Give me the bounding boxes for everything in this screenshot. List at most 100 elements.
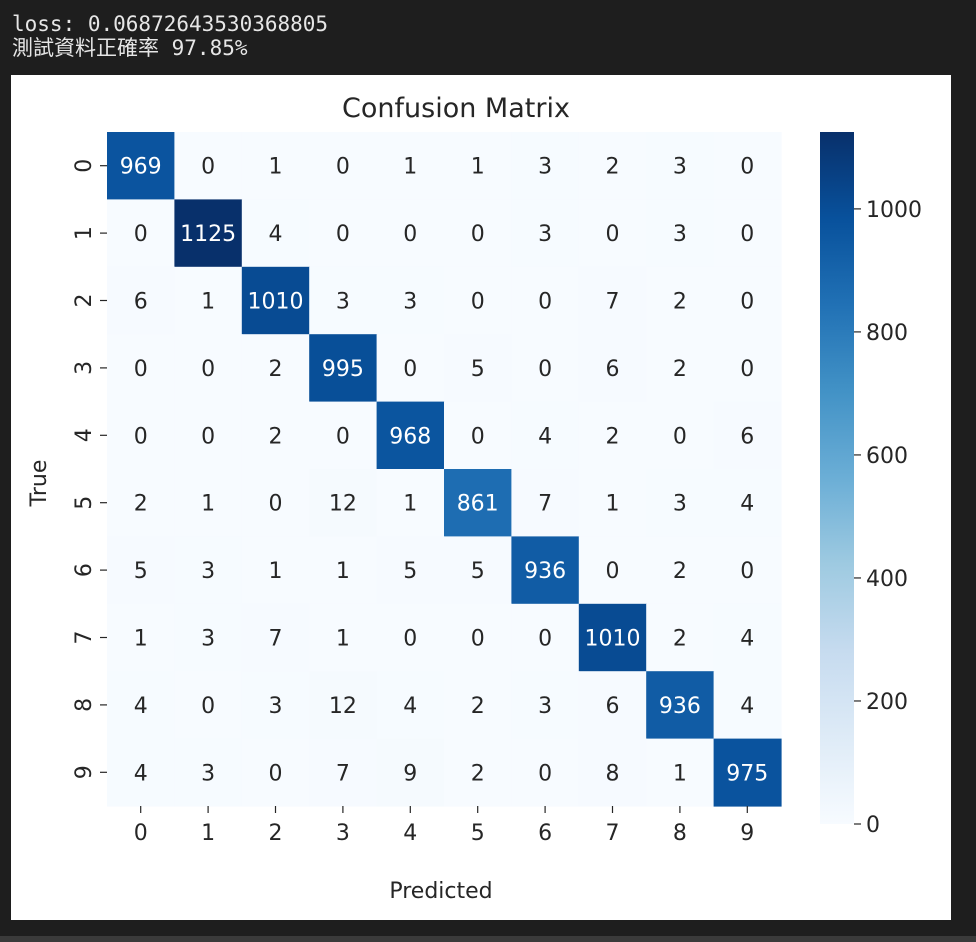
heatmap-cell-5-8 [646, 469, 715, 537]
cell-value-1-9: 0 [740, 222, 754, 247]
heatmap-cell-6-8 [646, 536, 715, 605]
heatmap-cell-3-2 [241, 334, 310, 403]
cell-value-9-9: 975 [726, 761, 768, 786]
cell-value-0-1: 0 [201, 155, 215, 180]
heatmap-cell-6-9 [713, 536, 782, 605]
heatmap-cell-1-2 [241, 199, 310, 268]
heatmap-cell-7-8 [646, 603, 715, 672]
cell-value-1-3: 0 [336, 222, 350, 247]
heatmap-cell-9-4 [376, 738, 445, 807]
cell-value-3-9: 0 [740, 357, 754, 382]
heatmap-cell-9-7 [578, 738, 647, 807]
heatmap-cell-labels: 969 0 1 0 1 1 3 2 3 00 1125 4 0 0 0 3 0 3 06 1 1010 3 3 0 0 7 2 00 0… [120, 155, 769, 787]
x-tick-label-1: 1 [201, 821, 215, 846]
cell-value-0-9: 0 [740, 155, 754, 180]
cell-value-4-1: 0 [201, 424, 215, 449]
heatmap-cell-2-8 [646, 266, 715, 335]
cell-value-2-6: 0 [538, 290, 552, 315]
heatmap-cell-4-5 [444, 401, 512, 470]
cell-value-2-9: 0 [740, 290, 754, 315]
heatmap-cell-4-8 [646, 401, 715, 470]
x-tick-label-0: 0 [134, 821, 148, 846]
confusion-matrix-chart: Confusion Matrix 969 0 1 0 1 1 3 2 3 00 1125 4 0 0 0 3 0… [27, 93, 922, 904]
cell-value-1-7: 0 [606, 222, 620, 247]
colorbar-tick-label-3: 600 [866, 444, 908, 469]
y-tick-label-8: 8 [72, 698, 97, 712]
heatmap-cell-9-6 [511, 738, 580, 807]
heatmap-cell-2-9 [713, 266, 782, 335]
heatmap-cell-2-5 [444, 266, 512, 335]
cell-value-1-8: 3 [673, 222, 687, 247]
cell-value-5-7: 1 [606, 492, 620, 517]
cell-value-7-3: 1 [336, 627, 350, 652]
heatmap-cell-4-6 [511, 401, 580, 470]
heatmap-cell-0-9 [713, 132, 782, 200]
cell-value-5-2: 0 [269, 492, 283, 517]
cell-value-4-0: 0 [134, 424, 148, 449]
heatmap-cell-8-5 [444, 671, 512, 740]
heatmap-cell-4-9 [713, 401, 782, 470]
cell-value-5-1: 1 [201, 492, 215, 517]
cell-value-2-0: 6 [134, 290, 148, 315]
cell-value-7-7: 1010 [585, 627, 641, 652]
heatmap-cell-1-8 [646, 199, 715, 268]
colorbar-ticks: 0 200 400 600 800 1000 [854, 198, 922, 838]
heatmap-cell-5-3 [309, 469, 378, 537]
heatmap-cell-7-0 [107, 603, 175, 672]
y-axis-label: True [27, 460, 52, 508]
y-tick-label-3: 3 [72, 361, 97, 375]
heatmap-cell-7-7 [578, 603, 647, 672]
x-tick-label-7: 7 [606, 821, 620, 846]
cell-value-0-6: 3 [538, 155, 552, 180]
heatmap-cell-6-6 [511, 536, 580, 605]
cell-value-9-0: 4 [134, 761, 148, 786]
cell-value-8-3: 12 [329, 694, 357, 719]
heatmap-cell-2-3 [309, 266, 378, 335]
heatmap-cell-3-7 [578, 334, 647, 403]
cell-value-0-0: 969 [120, 155, 162, 180]
heatmap-cell-5-4 [376, 469, 445, 537]
heatmap-cell-3-9 [713, 334, 782, 403]
cell-value-0-4: 1 [403, 155, 417, 180]
cell-value-3-3: 995 [322, 357, 364, 382]
heatmap-cell-1-9 [713, 199, 782, 268]
heatmap-cells [107, 132, 782, 807]
y-tick-label-2: 2 [72, 294, 97, 308]
heatmap-cell-8-2 [241, 671, 310, 740]
cell-value-7-4: 0 [403, 627, 417, 652]
heatmap-cell-7-6 [511, 603, 580, 672]
heatmap-cell-1-1 [174, 199, 243, 268]
cell-value-9-7: 8 [606, 761, 620, 786]
cell-value-2-3: 3 [336, 290, 350, 315]
cell-value-2-1: 1 [201, 290, 215, 315]
y-tick-label-4: 4 [72, 428, 97, 442]
heatmap-cell-2-0 [107, 266, 175, 335]
cell-value-9-4: 9 [403, 761, 417, 786]
cell-value-3-6: 0 [538, 357, 552, 382]
cell-value-1-5: 0 [471, 222, 485, 247]
cell-value-4-7: 2 [606, 424, 620, 449]
y-tick-label-5: 5 [72, 496, 97, 510]
cell-value-9-3: 7 [336, 761, 350, 786]
cell-value-9-8: 1 [673, 761, 687, 786]
cell-value-6-6: 936 [524, 559, 566, 584]
cell-value-1-6: 3 [538, 222, 552, 247]
y-tick-label-7: 7 [72, 631, 97, 645]
cell-value-6-5: 5 [471, 559, 485, 584]
cell-value-3-0: 0 [134, 357, 148, 382]
heatmap-cell-2-6 [511, 266, 580, 335]
heatmap-cell-7-1 [174, 603, 243, 672]
heatmap-cell-5-0 [107, 469, 175, 537]
cell-value-6-3: 1 [336, 559, 350, 584]
cell-value-8-2: 3 [269, 694, 283, 719]
x-tick-label-8: 8 [673, 821, 687, 846]
cell-value-6-7: 0 [606, 559, 620, 584]
heatmap-cell-4-4 [376, 401, 445, 470]
cell-value-5-5: 861 [457, 492, 499, 517]
heatmap-cell-9-3 [309, 738, 378, 807]
heatmap-cell-0-5 [444, 132, 512, 200]
cell-value-7-9: 4 [740, 627, 754, 652]
heatmap-cell-0-7 [578, 132, 647, 200]
cell-value-2-4: 3 [403, 290, 417, 315]
cell-value-8-4: 4 [403, 694, 417, 719]
